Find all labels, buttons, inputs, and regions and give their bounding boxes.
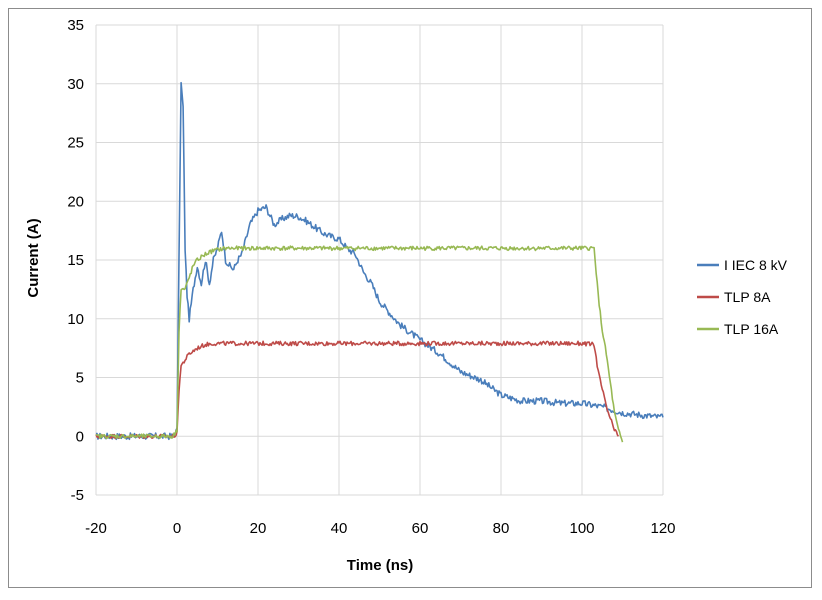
x-tick-label: -20 — [85, 520, 107, 537]
series-line-0 — [95, 81, 664, 441]
y-tick-label: 25 — [67, 135, 84, 152]
series-line-2 — [95, 245, 624, 443]
chart-frame — [8, 8, 812, 588]
x-tick-label: 60 — [412, 520, 429, 537]
x-tick-label: 80 — [493, 520, 510, 537]
y-tick-label: 5 — [76, 370, 84, 387]
series-line-1 — [95, 340, 620, 440]
x-axis-title: Time (ns) — [347, 557, 413, 574]
y-axis-title: Current (A) — [25, 218, 42, 297]
y-tick-label: 35 — [67, 17, 84, 34]
y-tick-label: 20 — [67, 193, 84, 210]
y-tick-label: 30 — [67, 76, 84, 93]
legend-label-1: TLP 8A — [724, 289, 771, 305]
y-tick-label: 15 — [67, 252, 84, 269]
y-tick-labels: -5 0 5 10 15 20 25 30 35 — [67, 17, 84, 504]
y-tick-label: -5 — [71, 487, 84, 504]
x-tick-labels: -20 0 20 40 60 80 100 120 — [85, 520, 675, 537]
x-tick-label: 20 — [250, 520, 267, 537]
gridlines — [95, 24, 664, 496]
y-tick-label: 0 — [76, 428, 84, 445]
legend: I IEC 8 kV TLP 8A TLP 16A — [697, 257, 788, 337]
x-tick-label: 0 — [173, 520, 181, 537]
legend-label-0: I IEC 8 kV — [724, 257, 788, 273]
x-tick-label: 100 — [569, 520, 594, 537]
y-tick-label: 10 — [67, 311, 84, 328]
x-tick-label: 40 — [331, 520, 348, 537]
legend-label-2: TLP 16A — [724, 321, 779, 337]
series-layer — [95, 81, 664, 443]
x-tick-label: 120 — [650, 520, 675, 537]
